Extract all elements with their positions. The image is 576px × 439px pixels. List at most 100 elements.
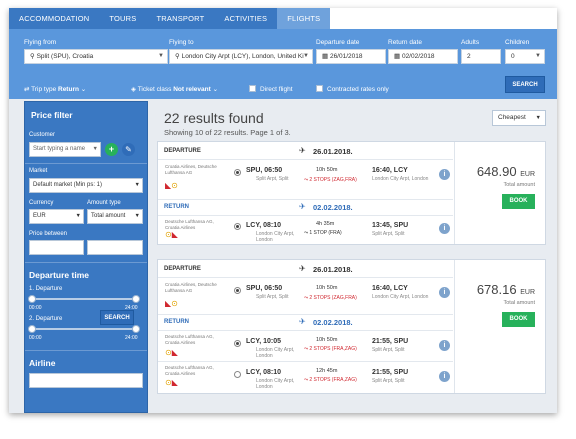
flight-duration: 10h 50m	[316, 167, 338, 173]
flying-from-value: Split (SPU), Croatia	[36, 53, 94, 60]
departure-date-value: 26/01/2018	[329, 53, 363, 60]
stops-text: 2 STOPS (ZAG,FRA)	[309, 295, 357, 301]
departure-1-slider[interactable]	[28, 295, 140, 303]
flying-to-field[interactable]: ⚲ London City Arpt (LCY), London, United…	[169, 49, 313, 64]
leg-radio[interactable]	[234, 287, 241, 294]
app-frame: ACCOMMODATION TOURS TRANSPORT ACTIVITIES…	[9, 8, 557, 413]
contracted-rates-checkbox[interactable]: Contracted rates only	[316, 85, 389, 93]
slider-handle-max[interactable]	[132, 295, 140, 303]
divider	[158, 199, 453, 200]
departure-date: 26.01.2018.	[313, 147, 353, 156]
results-summary: Showing 10 of 22 results. Page 1 of 3.	[164, 128, 291, 137]
trip-type-select[interactable]: ⇄ Trip type Return ⌄	[24, 85, 86, 93]
edit-customer-button[interactable]: ✎	[122, 143, 135, 156]
main-tabs: ACCOMMODATION TOURS TRANSPORT ACTIVITIES…	[9, 8, 557, 29]
origin-time: LCY, 08:10	[246, 222, 282, 229]
leg-origin: SPU, 06:50	[246, 167, 282, 174]
destination-airport: Split Arpt, Split	[372, 347, 405, 353]
flight-stops: ⤳ 2 STOPS (FRA,ZAG)	[304, 377, 357, 383]
info-icon[interactable]: i	[439, 169, 450, 180]
chevron-down-icon: ▼	[75, 213, 81, 219]
filter-search-button[interactable]: SEARCH	[100, 310, 134, 325]
divider	[25, 350, 147, 351]
trip-type-label: Trip type	[31, 86, 57, 93]
info-icon[interactable]: i	[439, 340, 450, 351]
children-label: Children	[505, 39, 530, 46]
leg-radio[interactable]	[234, 223, 241, 230]
total-amount-label: Total amount	[503, 182, 536, 188]
flying-from-field[interactable]: ⚲ Split (SPU), Croatia ▼	[24, 49, 168, 64]
price-currency: EUR	[520, 289, 535, 296]
book-button[interactable]: BOOK	[502, 312, 535, 327]
destination-airport: London City Arpt, London	[372, 294, 429, 300]
chevron-down-icon: ▼	[535, 115, 541, 121]
flight-duration: 10h 50m	[316, 337, 338, 343]
direct-flight-checkbox[interactable]: Direct flight	[249, 85, 293, 93]
market-select[interactable]: Default market (Min ps: 1) ▼	[29, 178, 143, 193]
return-date-field[interactable]: ▦ 02/02/2018	[388, 49, 458, 64]
divider	[158, 277, 453, 278]
airline-input[interactable]	[29, 373, 143, 388]
destination-time: 16:40, LCY	[372, 285, 408, 292]
trip-type-value: Return	[58, 86, 79, 93]
tab-activities[interactable]: ACTIVITIES	[224, 14, 268, 23]
leg-radio[interactable]	[234, 371, 241, 378]
tab-transport[interactable]: TRANSPORT	[156, 14, 205, 23]
search-button[interactable]: SEARCH	[505, 76, 545, 93]
add-customer-button[interactable]: +	[105, 143, 118, 156]
price-value: 678.16	[476, 282, 517, 297]
slider-handle-max[interactable]	[132, 325, 140, 333]
divider	[158, 361, 453, 362]
price-min-input[interactable]	[29, 240, 84, 255]
departure-1-min: 00:00	[29, 305, 42, 311]
destination-time: 16:40, LCY	[372, 167, 408, 174]
tab-accommodation[interactable]: ACCOMMODATION	[19, 14, 90, 23]
slider-handle-min[interactable]	[28, 295, 36, 303]
departure-section-label: DEPARTURE	[164, 266, 201, 272]
departure-2-slider[interactable]	[28, 325, 140, 333]
currency-select[interactable]: EUR ▼	[29, 209, 84, 224]
origin-time: SPU, 06:50	[246, 285, 283, 292]
filter-sidebar: Price filter Customer Start typing a nam…	[24, 101, 148, 413]
ticket-class-select[interactable]: ◈ Ticket class Not relevant ⌄	[131, 85, 218, 93]
destination-time: 21:55, SPU	[372, 369, 409, 376]
flying-to-label: Flying to	[169, 39, 194, 46]
customer-placeholder: Start typing a name	[33, 146, 86, 152]
plane-icon: ✈	[299, 146, 306, 155]
return-date-label: Return date	[388, 39, 422, 46]
route-icon: ⤳	[304, 177, 310, 183]
departure-date-field[interactable]: ▦ 26/01/2018	[316, 49, 386, 64]
tab-flights[interactable]: FLIGHTS	[277, 8, 331, 29]
departure-date-label: Departure date	[316, 39, 360, 46]
plus-icon: +	[108, 144, 115, 154]
airline-title: Airline	[29, 358, 56, 368]
airline-names: Deutsche Lufthansa AG, Croatia Airlines	[165, 219, 214, 230]
checkbox-box	[316, 85, 323, 92]
info-icon[interactable]: i	[439, 223, 450, 234]
price-max-input[interactable]	[87, 240, 143, 255]
slider-handle-min[interactable]	[28, 325, 36, 333]
airline-logo-icon: ⊙◣	[165, 348, 178, 357]
tab-tours[interactable]: TOURS	[109, 14, 137, 23]
customer-input[interactable]: Start typing a name ▼	[29, 142, 101, 157]
total-price: 678.16 EUR	[477, 282, 535, 297]
leg-radio[interactable]	[234, 169, 241, 176]
amount-type-select[interactable]: Total amount ▼	[87, 209, 143, 224]
adults-field[interactable]: 2	[461, 49, 501, 64]
flight-duration: 12h 45m	[316, 368, 338, 374]
amount-type-value: Total amount	[91, 213, 126, 219]
plane-icon: ✈	[299, 264, 306, 273]
chevron-down-icon: ▼	[134, 213, 140, 219]
divider	[25, 262, 147, 263]
sort-select[interactable]: Cheapest ▼	[492, 110, 546, 126]
children-field[interactable]: 0 ▼	[505, 49, 545, 64]
departure-1-label: 1. Departure	[29, 286, 63, 292]
leg-radio[interactable]	[234, 340, 241, 347]
departure-1-max: 24:00	[125, 305, 138, 311]
contracted-rates-label: Contracted rates only	[327, 86, 389, 93]
info-icon[interactable]: i	[439, 371, 450, 382]
book-button[interactable]: BOOK	[502, 194, 535, 209]
price-panel: 678.16 EUR Total amount BOOK	[454, 260, 547, 393]
info-icon[interactable]: i	[439, 287, 450, 298]
destination-time: 13:45, SPU	[372, 222, 409, 229]
